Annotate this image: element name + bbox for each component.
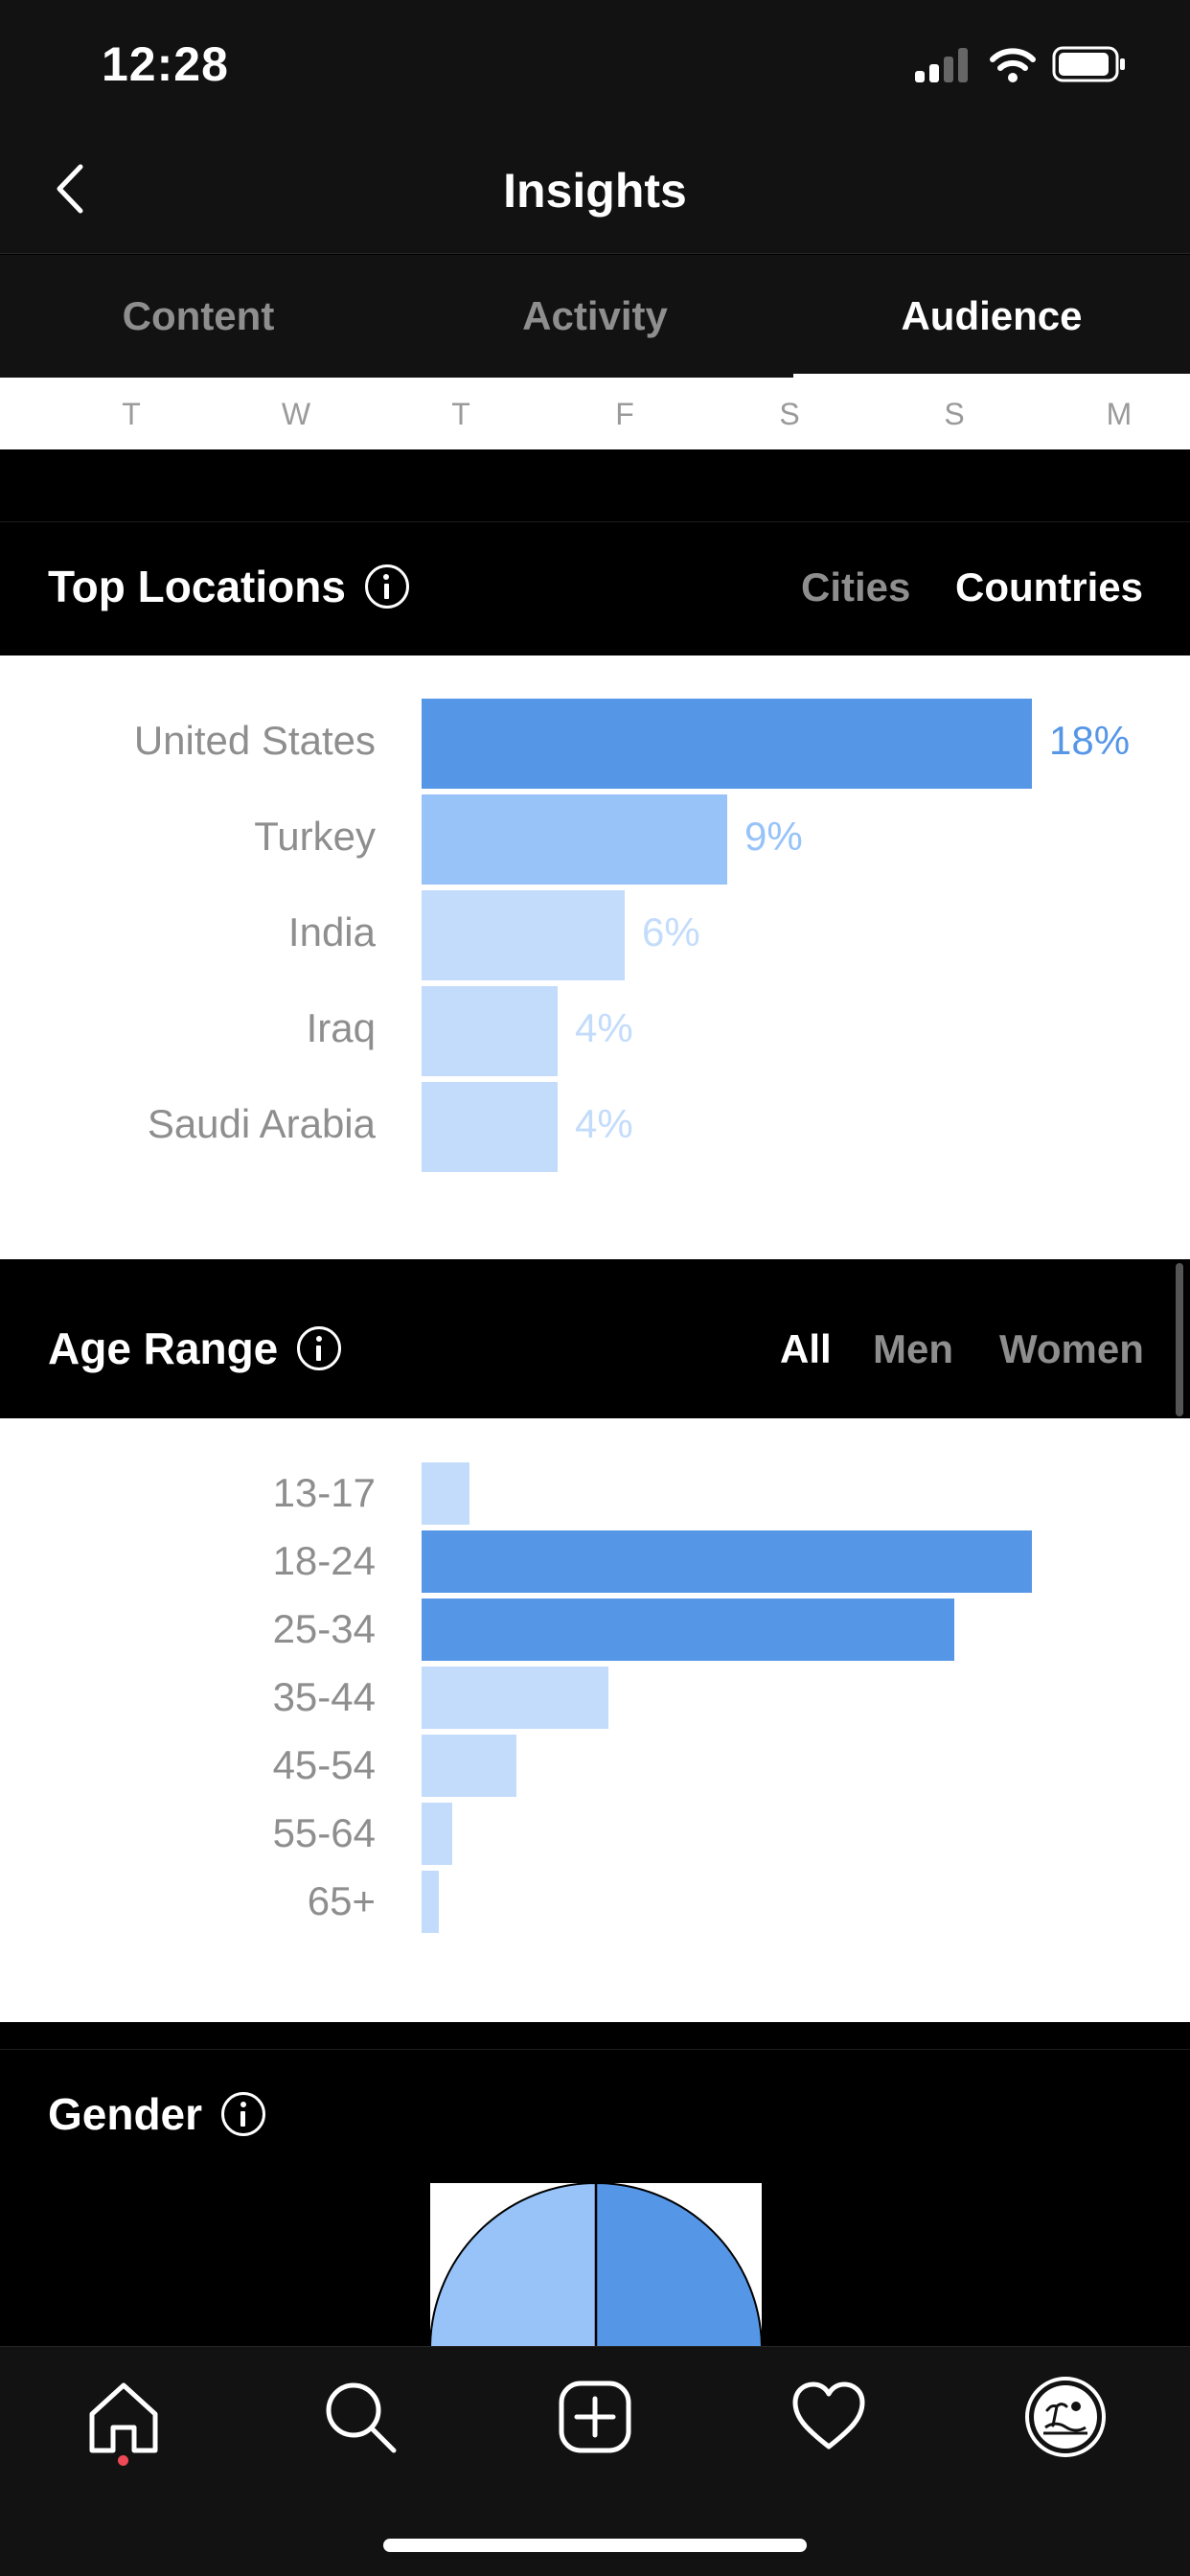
battery-icon	[1052, 46, 1125, 82]
filter-cities[interactable]: Cities	[801, 564, 911, 610]
age-bar	[422, 1530, 1032, 1593]
location-bar	[422, 794, 727, 885]
day-label: S	[944, 397, 965, 431]
age-bar	[422, 1871, 439, 1933]
age-label: 13-17	[272, 1470, 376, 1515]
location-label: Saudi Arabia	[147, 1101, 376, 1146]
location-value-label: 4%	[575, 1005, 633, 1050]
age-range-title: Age Range	[48, 1323, 279, 1373]
insights-tabs: Content Activity Audience	[0, 255, 1190, 378]
gender-slice-right	[595, 2183, 762, 2346]
gender-title: Gender	[48, 2089, 203, 2139]
profile-avatar-icon[interactable]	[1024, 2376, 1107, 2458]
back-chevron-icon[interactable]	[44, 155, 102, 222]
bottom-tab-bar	[0, 2346, 1190, 2576]
day-label: T	[451, 397, 470, 431]
age-bar	[422, 1598, 954, 1661]
page-title: Insights	[503, 164, 687, 218]
gender-chart	[430, 2183, 762, 2346]
navigation-bar: Insights	[0, 134, 1190, 254]
day-label: T	[122, 397, 141, 431]
age-bar	[422, 1803, 452, 1865]
location-bar	[422, 1082, 558, 1172]
gender-header: Gender	[0, 2049, 1190, 2183]
age-label: 35-44	[272, 1674, 376, 1719]
notification-dot	[118, 2455, 128, 2466]
day-label: S	[779, 397, 800, 431]
age-label: 18-24	[272, 1538, 376, 1583]
info-icon[interactable]	[364, 564, 409, 609]
active-tab-indicator	[793, 374, 1190, 378]
day-label: M	[1106, 397, 1133, 431]
scrollbar[interactable]	[1176, 1263, 1183, 1416]
age-label: 45-54	[272, 1742, 376, 1787]
top-locations-title: Top Locations	[48, 562, 346, 611]
top-locations-header: Top Locations Cities Countries	[0, 521, 1190, 656]
status-time: 12:28	[102, 37, 229, 91]
info-icon[interactable]	[297, 1326, 342, 1370]
tab-activity[interactable]: Activity	[522, 293, 668, 338]
tab-audience[interactable]: Audience	[901, 293, 1083, 338]
heart-icon[interactable]	[788, 2376, 870, 2458]
age-label: 65+	[307, 1878, 376, 1923]
age-range-chart: 13-17 18-24 25-34 35-44 45-54 55-64 65+	[0, 1418, 1190, 2022]
location-value-label: 9%	[744, 814, 803, 859]
filter-all[interactable]: All	[780, 1326, 832, 1371]
wifi-icon	[990, 48, 1036, 82]
filter-countries[interactable]: Countries	[955, 564, 1144, 610]
location-bar	[422, 699, 1032, 789]
age-range-header: Age Range All Men Women	[0, 1284, 1190, 1418]
age-bar	[422, 1735, 516, 1797]
info-icon[interactable]	[221, 2092, 266, 2136]
search-icon[interactable]	[319, 2376, 401, 2458]
location-label: Iraq	[306, 1005, 376, 1050]
location-value-label: 4%	[575, 1101, 633, 1146]
age-label: 55-64	[272, 1810, 376, 1855]
location-label: India	[287, 909, 376, 954]
location-label: United States	[133, 718, 376, 763]
filter-men[interactable]: Men	[873, 1326, 953, 1371]
tab-content[interactable]: Content	[122, 293, 275, 338]
age-bar	[422, 1667, 608, 1729]
status-bar: 12:28	[0, 0, 1190, 134]
age-bar	[422, 1462, 469, 1525]
cellular-signal-icon	[915, 48, 969, 82]
age-label: 25-34	[272, 1606, 376, 1651]
top-locations-chart: United States 18% Turkey 9% India 6% Iraq 4% Sau…	[0, 656, 1190, 1259]
home-icon[interactable]	[82, 2376, 165, 2458]
location-value-label: 18%	[1049, 718, 1131, 763]
location-bar	[422, 890, 625, 980]
gender-slice-left	[430, 2183, 597, 2346]
filter-women[interactable]: Women	[999, 1326, 1144, 1371]
home-indicator	[383, 2539, 807, 2552]
day-label: F	[615, 397, 634, 431]
location-bar	[422, 986, 558, 1076]
location-value-label: 6%	[642, 909, 700, 954]
add-post-icon[interactable]	[554, 2376, 636, 2458]
location-label: Turkey	[254, 814, 376, 859]
followers-days-axis: T W T F S S M	[0, 378, 1190, 449]
day-label: W	[281, 397, 311, 431]
